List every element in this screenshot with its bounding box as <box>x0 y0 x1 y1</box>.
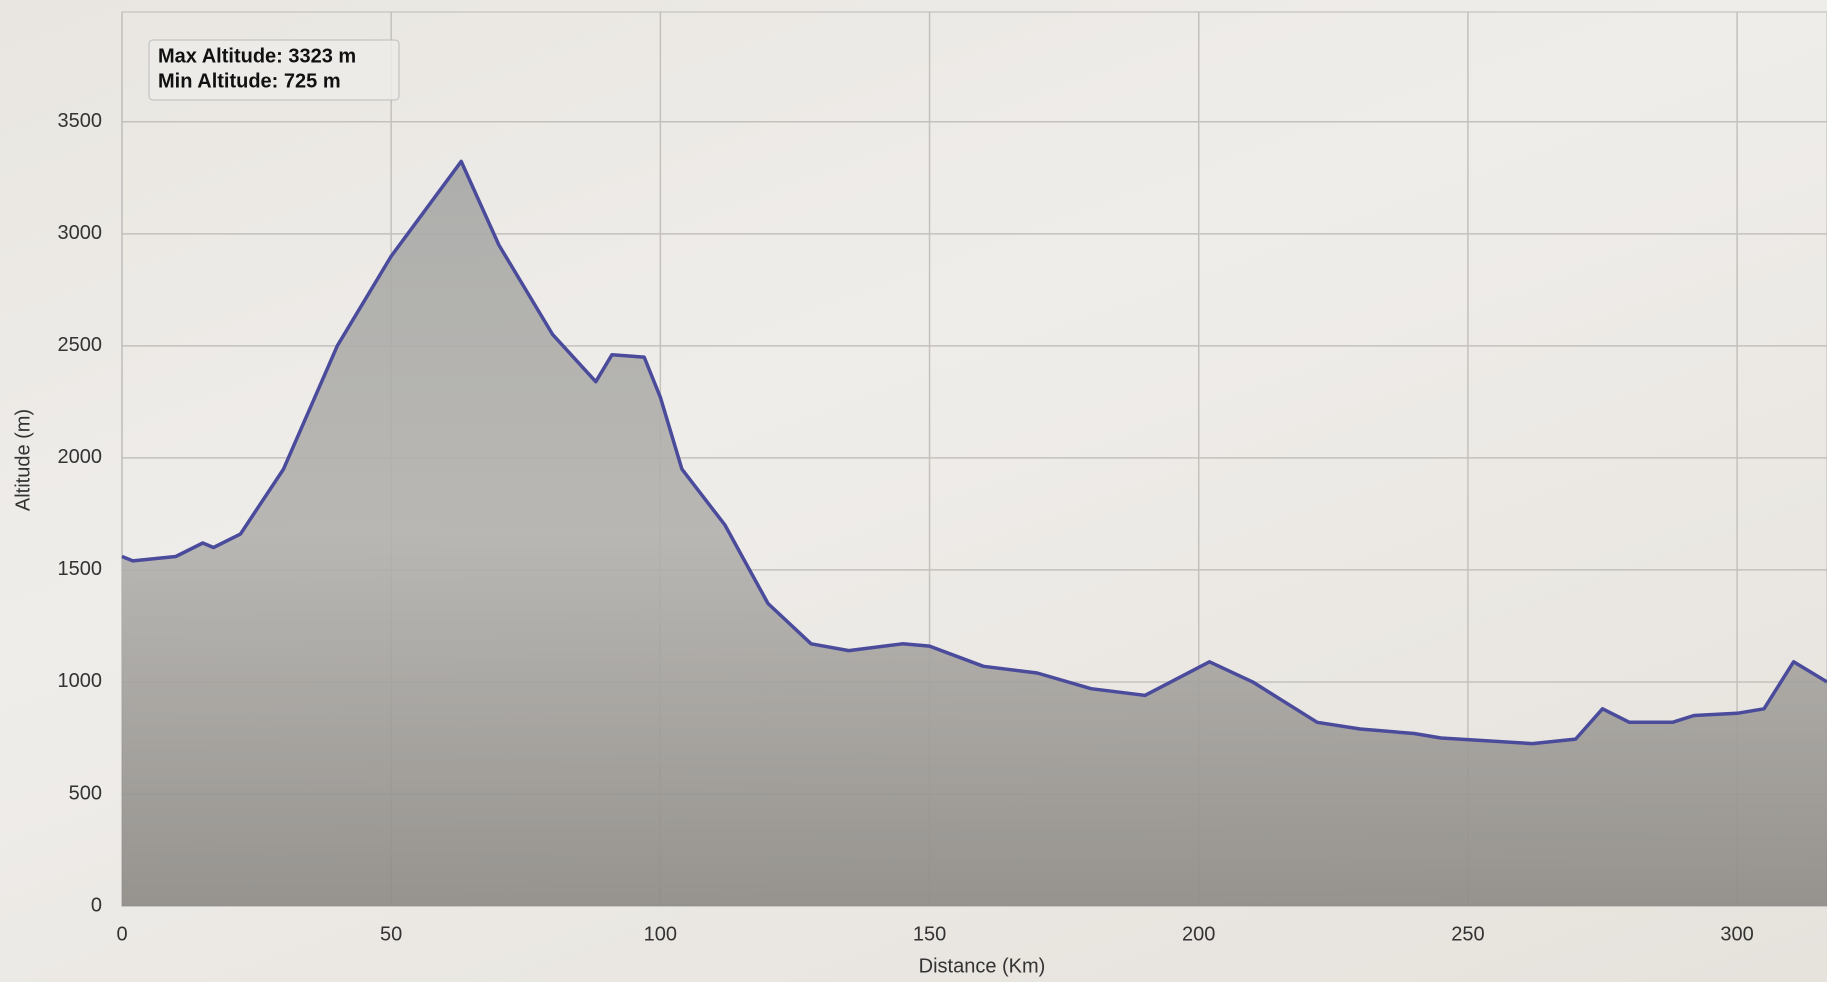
x-tick-label: 150 <box>913 923 946 945</box>
y-tick-label: 3000 <box>58 222 103 244</box>
y-tick-label: 0 <box>91 894 102 916</box>
y-axis-label: Altitude (m) <box>12 409 34 511</box>
x-tick-label: 200 <box>1182 923 1215 945</box>
annotation: Min Altitude: 725 m <box>158 70 341 92</box>
annotation-box <box>148 39 400 101</box>
annotation: Max Altitude: 3323 m <box>158 45 356 67</box>
y-tick-label: 500 <box>69 782 102 804</box>
x-tick-label: 0 <box>116 923 127 945</box>
y-tick-label: 1500 <box>58 558 103 580</box>
x-tick-label: 250 <box>1451 923 1484 945</box>
x-tick-label: 50 <box>380 923 402 945</box>
y-tick-label: 1000 <box>58 670 103 692</box>
profile-line <box>121 159 1827 746</box>
y-tick-label: 2500 <box>58 334 103 356</box>
y-tick-label: 2000 <box>58 446 103 468</box>
area-fill <box>122 161 1827 906</box>
y-tick-label: 3500 <box>58 110 103 132</box>
plot-area <box>121 159 1827 906</box>
x-axis-label: Distance (Km) <box>919 955 1046 977</box>
x-tick-label: 100 <box>644 923 677 945</box>
x-tick-label: 300 <box>1720 923 1753 945</box>
